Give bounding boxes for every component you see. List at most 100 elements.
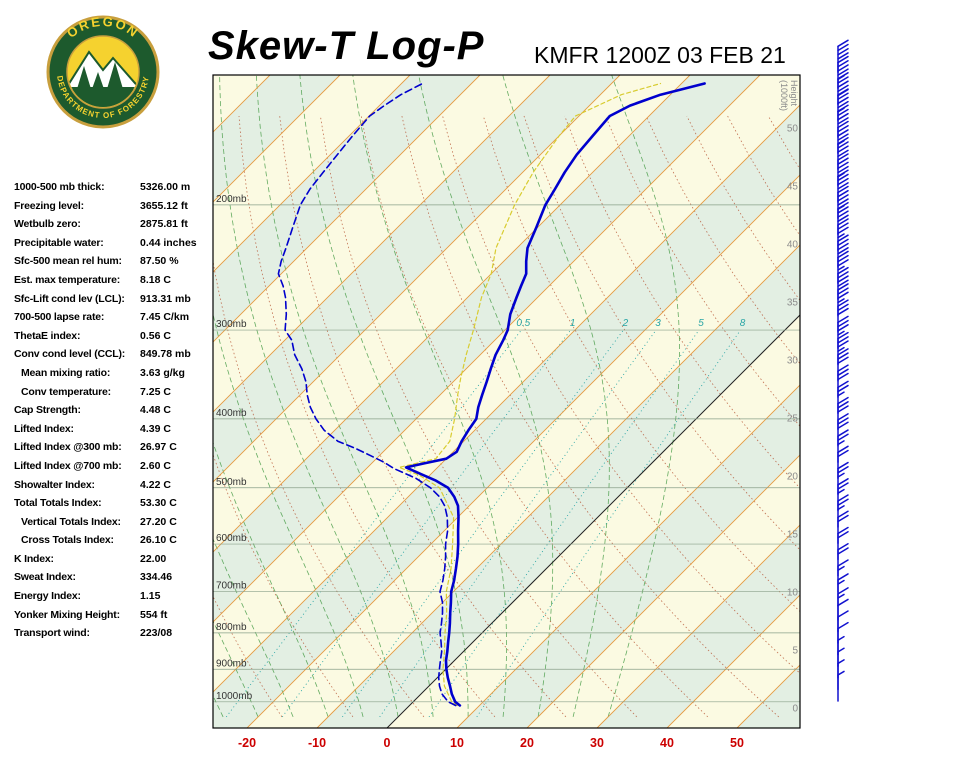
index-label: Sfc-Lift cond lev (LCL):: [14, 292, 125, 305]
index-row: Yonker Mixing Height: 554 ft: [14, 609, 214, 628]
index-label: Showalter Index:: [14, 478, 95, 491]
index-row: Mean mixing ratio: 3.63 g/kg: [14, 367, 214, 386]
index-row: Est. max temperature: 8.18 C: [14, 274, 214, 293]
mixing-ratio-label: 3: [655, 318, 661, 329]
wind-barb-icon: [837, 559, 849, 593]
temp-axis-label: 30: [590, 736, 604, 750]
wind-barb-icon: [837, 543, 849, 577]
odf-logo: OREGON DEPARTMENT OF FORESTRY: [46, 14, 160, 129]
pressure-label: 300mb: [216, 319, 247, 330]
temp-axis-label: 0: [384, 736, 391, 750]
index-label: Cross Totals Index:: [21, 534, 114, 547]
index-row: Freezing level: 3655.12 ft: [14, 200, 214, 219]
index-label: 700-500 lapse rate:: [14, 311, 105, 324]
index-label: Sweat Index:: [14, 571, 76, 584]
pressure-label: 900mb: [216, 658, 247, 669]
index-value: 223/08: [140, 627, 173, 640]
index-row: Sfc-Lift cond lev (LCL): 913.31 mb: [14, 293, 214, 312]
index-value: 0.56 C: [140, 329, 171, 342]
index-row: Conv temperature: 7.25 C: [14, 386, 214, 405]
wind-barb-column: [837, 39, 849, 702]
wind-barb-icon: [837, 526, 849, 561]
index-value: 0.44 inches: [140, 236, 197, 249]
index-row: Showalter Index: 4.22 C: [14, 479, 214, 498]
mixing-ratio-label: 0.5: [516, 318, 530, 329]
station-datetime: KMFR 1200Z 03 FEB 21: [534, 42, 786, 68]
index-value: 849.78 mb: [140, 348, 191, 361]
pressure-label: 1000mb: [216, 691, 253, 702]
index-label: Mean mixing ratio:: [21, 366, 111, 379]
index-value: 3655.12 ft: [140, 199, 188, 212]
index-value: 1.15: [140, 590, 161, 603]
index-label: Lifted Index:: [14, 422, 74, 435]
index-row: Cross Totals Index: 26.10 C: [14, 534, 214, 553]
height-axis-label: 20: [787, 472, 799, 483]
index-label: Total Totals Index:: [14, 497, 102, 510]
wind-barb-icon: [837, 478, 849, 512]
index-label: Conv temperature:: [21, 385, 111, 398]
isobars: 200mb 300mb 400mb 500mb 600mb 700mb 800mb 900mb…: [213, 194, 800, 703]
wind-barb-icon: [837, 120, 849, 155]
height-axis-label: 50: [787, 124, 799, 135]
height-axis-label: 15: [787, 530, 799, 541]
index-label: Wetbulb zero:: [14, 218, 81, 231]
index-value: 2875.81 ft: [140, 218, 188, 231]
wind-barb-icon: [837, 396, 849, 431]
index-label: Yonker Mixing Height:: [14, 608, 120, 621]
pressure-label: 800mb: [216, 622, 247, 633]
pressure-label: 700mb: [216, 581, 247, 592]
index-row: Wetbulb zero: 2875.81 ft: [14, 218, 214, 237]
index-label: ThetaE index:: [14, 329, 81, 342]
index-value: 8.18 C: [140, 273, 171, 286]
tree-icon: [107, 62, 123, 89]
index-row: Lifted Index @700 mb: 2.60 C: [14, 460, 214, 479]
wind-barb-icon: [837, 510, 849, 545]
index-row: Vertical Totals Index: 27.20 C: [14, 516, 214, 535]
temp-axis-label: -10: [308, 736, 326, 750]
index-label: K Index:: [14, 552, 54, 565]
index-value: 27.20 C: [140, 515, 177, 528]
pressure-label: 500mb: [216, 477, 247, 488]
temperature-axis: -20 -10 0 10 20 30 40 50: [238, 736, 744, 750]
index-label: Conv cond level (CCL):: [14, 348, 126, 361]
index-row: Energy Index: 1.15: [14, 590, 214, 609]
index-value: 554 ft: [140, 608, 168, 621]
isotherms: [213, 75, 800, 728]
series-wetbulb: [398, 82, 662, 707]
tree-icon: [92, 72, 104, 89]
index-value: 7.45 C/km: [140, 311, 190, 324]
index-row: K Index: 22.00: [14, 553, 214, 572]
pressure-label: 600mb: [216, 533, 247, 544]
temp-axis-label: 20: [520, 736, 534, 750]
index-value: 53.30 C: [140, 497, 177, 510]
logo-artwork: [68, 50, 138, 107]
index-value: 5326.00 m: [140, 181, 191, 193]
index-row: Conv cond level (CCL): 849.78 mb: [14, 348, 214, 367]
height-axis-label: 10: [787, 588, 799, 599]
index-value: 26.10 C: [140, 534, 177, 547]
index-label: Freezing level:: [14, 199, 84, 212]
temp-axis-label: 40: [660, 736, 674, 750]
temp-axis-label: 10: [450, 736, 464, 750]
index-value: 4.39 C: [140, 422, 171, 435]
wind-barb-icon: [837, 494, 849, 528]
sounding-traces: [277, 82, 706, 707]
index-value: 3.63 g/kg: [140, 366, 185, 379]
index-value: 22.00: [140, 552, 167, 565]
index-value: 7.25 C: [140, 385, 171, 398]
index-row: 700-500 lapse rate: 7.45 C/km: [14, 311, 214, 330]
index-row: Sweat Index: 334.46: [14, 571, 214, 590]
moist-adiabats: [213, 75, 680, 718]
temp-axis-label: -20: [238, 736, 256, 750]
chart-plot-area: 0.5 1 2 3 5 8200mb300mb400mb500mb600mb700mb80…: [213, 75, 800, 728]
index-label: Est. max temperature:: [14, 273, 121, 286]
wind-barb-icon: [837, 153, 849, 187]
tree-icon: [77, 66, 91, 89]
index-row: Lifted Index @300 mb: 26.97 C: [14, 441, 214, 460]
mixing-ratio-label: 5: [698, 318, 704, 329]
height-axis-label: 30: [787, 356, 799, 367]
sounding-indices-panel: 1000-500 mb thick: 5326.00 m Freezing leve…: [14, 181, 214, 646]
index-label: Transport wind:: [14, 627, 90, 640]
